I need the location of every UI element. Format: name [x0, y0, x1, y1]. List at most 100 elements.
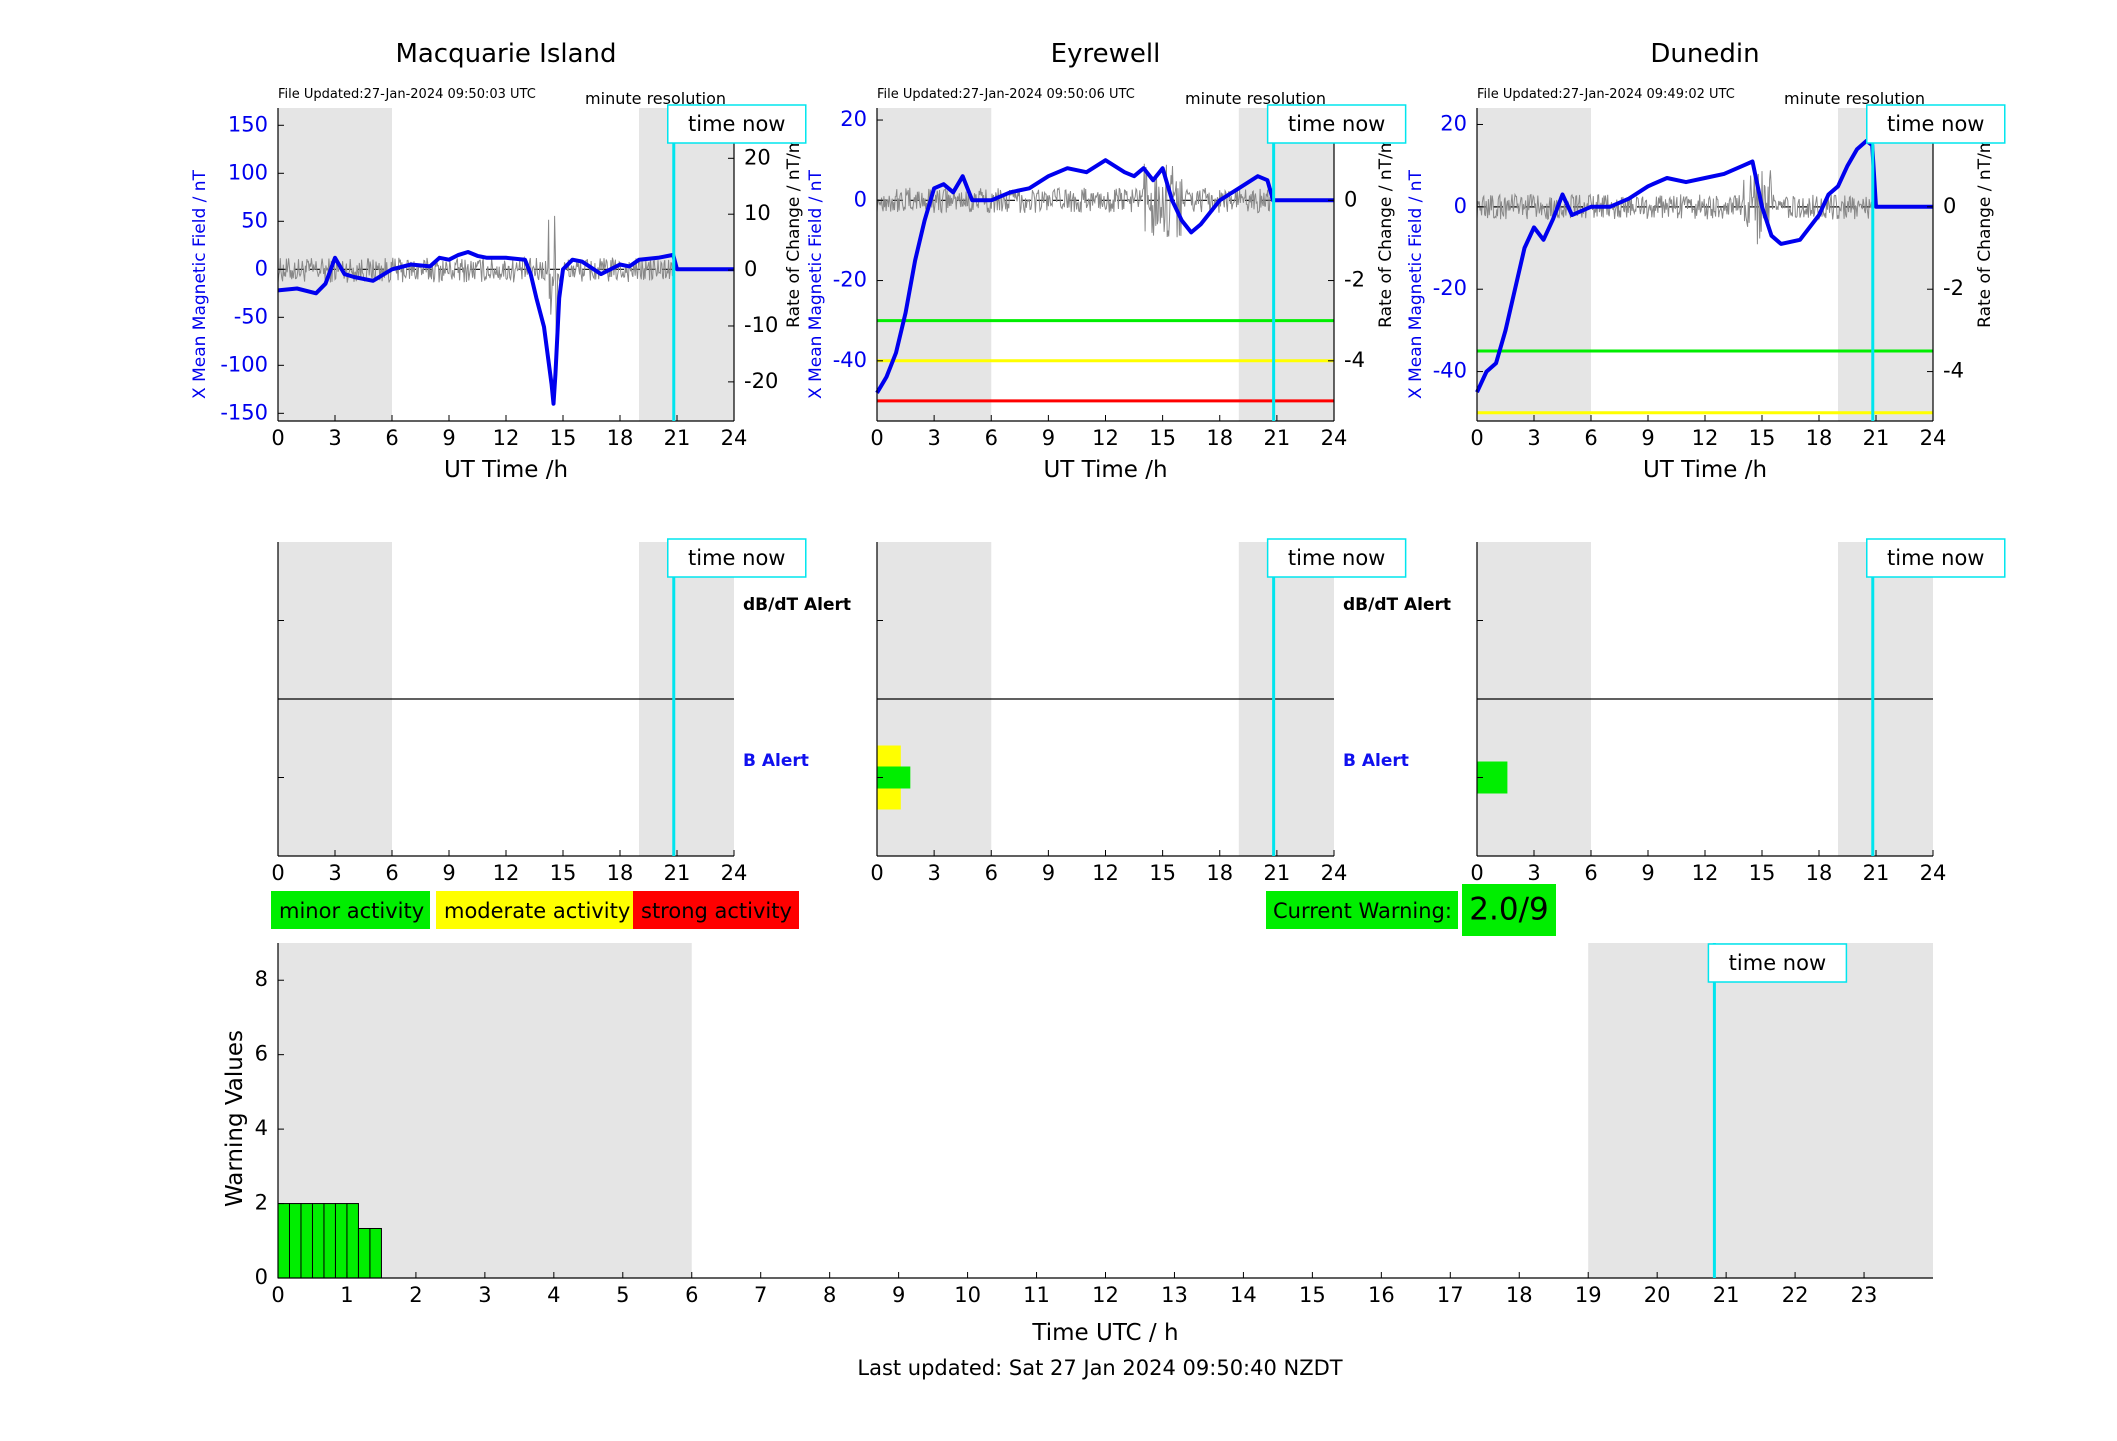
station-1-y2tick-label-3: 10 [744, 201, 771, 225]
station-2-rate-series [876, 163, 1274, 238]
station-1-ytick-label-5: 100 [228, 160, 268, 184]
station-1-ytick-label-0: -150 [220, 400, 268, 424]
warning-chart-xtick-label-13: 13 [1161, 1283, 1188, 1307]
station-1-xtick-label-8: 24 [721, 426, 748, 450]
station-2-ytick-label-3: 20 [840, 107, 867, 131]
station-3-y2label: Rate of Change / nT/min [1975, 121, 1995, 328]
alert-panel-2-dbdt-label: dB/dT Alert [1343, 595, 1451, 615]
warning-bar-5 [334, 1203, 348, 1279]
warning-chart-xtick-label-4: 4 [547, 1283, 560, 1307]
station-2-y2tick-label-1: -2 [1344, 268, 1365, 292]
station-1-xtick-label-2: 6 [385, 426, 398, 450]
warning-chart-xtick-label-18: 18 [1506, 1283, 1533, 1307]
warning-chart-xtick-label-1: 1 [340, 1283, 353, 1307]
warning-chart-xtick-label-15: 15 [1299, 1283, 1326, 1307]
warning-bar-8 [369, 1227, 382, 1279]
current-warning-value-box [1462, 884, 1556, 936]
station-2-time-now-label: time now [1288, 112, 1385, 136]
station-1-title: Macquarie Island [395, 39, 616, 69]
current-warning-label: Current Warning: [1273, 899, 1452, 923]
alert-panel-3-xtick-label-5: 15 [1749, 861, 1776, 885]
current-warning-box [1266, 891, 1458, 929]
station-2-time-now-box [1266, 104, 1407, 144]
warning-chart-ytick-label-3: 6 [255, 1042, 268, 1066]
warning-chart-xtick-label-19: 19 [1575, 1283, 1602, 1307]
station-2-ytick-label-2: 0 [854, 187, 867, 211]
station-1-xtick-label-1: 3 [328, 426, 341, 450]
station-2-shade-1 [1238, 108, 1334, 421]
station-3-xtick-label-2: 6 [1584, 426, 1597, 450]
station-2-xtick-label-6: 18 [1206, 426, 1233, 450]
alert-panel-2-xtick-label-4: 12 [1092, 861, 1119, 885]
station-3-ytick-label-2: 0 [1454, 194, 1467, 218]
station-1-xtick-label-4: 12 [493, 426, 520, 450]
warning-chart-xtick-label-21: 21 [1713, 1283, 1740, 1307]
station-1-ytick-label-2: -50 [234, 304, 268, 328]
warning-chart-ytick-label-4: 8 [255, 967, 268, 991]
alert-panel-2-time-now-label: time now [1288, 546, 1385, 570]
warning-chart-xtick-label-6: 6 [685, 1283, 698, 1307]
alert-panel-2-xtick-label-3: 9 [1042, 861, 1055, 885]
warning-chart-xtick-label-22: 22 [1782, 1283, 1809, 1307]
station-3-xtick-label-0: 0 [1470, 426, 1483, 450]
alert-panel-1-xtick-label-5: 15 [550, 861, 577, 885]
station-3-xtick-label-1: 3 [1527, 426, 1540, 450]
warning-chart-xtick-label-11: 11 [1023, 1283, 1050, 1307]
warning-bar-3 [311, 1203, 325, 1279]
alert-panel-3-xtick-label-7: 21 [1863, 861, 1890, 885]
warning-chart-shade-1 [1588, 943, 1933, 1278]
legend-moderate-label: moderate activity [444, 899, 630, 923]
warning-chart-xlabel: Time UTC / h [1031, 1320, 1178, 1346]
station-1-xtick-label-0: 0 [271, 426, 284, 450]
station-2-xtick-label-1: 3 [927, 426, 940, 450]
legend-minor-label: minor activity [279, 899, 424, 923]
alert-panel-2-xtick-label-6: 18 [1206, 861, 1233, 885]
warning-chart-ytick-label-2: 4 [255, 1116, 268, 1140]
station-3-xtick-label-7: 21 [1863, 426, 1890, 450]
current-warning-value: 2.0/9 [1469, 892, 1548, 928]
station-3-ytick-label-0: -40 [1433, 359, 1467, 383]
alert-panel-3-xtick-label-8: 24 [1920, 861, 1947, 885]
alert-panel-1-xtick-label-4: 12 [493, 861, 520, 885]
warning-chart-xtick-label-20: 20 [1644, 1283, 1671, 1307]
warning-chart-xtick-label-16: 16 [1368, 1283, 1395, 1307]
station-3-ytick-label-3: 20 [1440, 111, 1467, 135]
station-1-y2tick-label-1: -10 [744, 313, 778, 337]
station-1-field-series [277, 250, 734, 406]
station-2-xtick-label-2: 6 [985, 426, 998, 450]
station-2-xtick-label-3: 9 [1042, 426, 1055, 450]
station-2-xlabel: UT Time /h [1043, 457, 1167, 483]
alert-panel-2-b-label: B Alert [1343, 751, 1409, 771]
station-2-file-updated: File Updated:27-Jan-2024 09:50:06 UTC [877, 87, 1135, 102]
station-1-file-updated: File Updated:27-Jan-2024 09:50:03 UTC [278, 87, 536, 102]
station-1-ylabel: X Mean Magnetic Field / nT [190, 169, 210, 399]
warning-chart-ytick-label-0: 0 [255, 1265, 268, 1289]
station-3-xtick-label-6: 18 [1806, 426, 1833, 450]
station-1-xtick-label-5: 15 [550, 426, 577, 450]
warning-bar-4 [323, 1203, 336, 1279]
alert-panel-1-xtick-label-8: 24 [721, 861, 748, 885]
station-3-shade-0 [1477, 108, 1591, 421]
alert-panel-3-time-now-box [1866, 538, 2006, 578]
station-3-y2tick-label-0: -4 [1943, 359, 1964, 383]
station-2-title: Eyrewell [1051, 39, 1161, 69]
station-2-ylabel: X Mean Magnetic Field / nT [806, 169, 826, 399]
station-2-xtick-label-4: 12 [1092, 426, 1119, 450]
alert-panel-3-xtick-label-2: 6 [1584, 861, 1597, 885]
alert-panel-3-xtick-label-3: 9 [1641, 861, 1654, 885]
station-3-ytick-label-1: -20 [1433, 276, 1467, 300]
station-1-ytick-label-1: -100 [220, 352, 268, 376]
station-1-y2label: Rate of Change / nT/min [784, 121, 804, 328]
alert-panel-1-xtick-label-7: 21 [664, 861, 691, 885]
station-3-title: Dunedin [1650, 39, 1759, 69]
station-3-time-now-label: time now [1887, 112, 1984, 136]
alert-panel-2-xtick-label-2: 6 [985, 861, 998, 885]
station-1-resolution: minute resolution [585, 89, 726, 108]
station-1-xtick-label-6: 18 [607, 426, 634, 450]
station-3-xtick-label-8: 24 [1920, 426, 1947, 450]
station-1-y2tick-label-0: -20 [744, 369, 778, 393]
warning-bar-6 [346, 1203, 359, 1279]
warning-chart-xtick-label-2: 2 [409, 1283, 422, 1307]
station-3-file-updated: File Updated:27-Jan-2024 09:49:02 UTC [1477, 87, 1735, 102]
